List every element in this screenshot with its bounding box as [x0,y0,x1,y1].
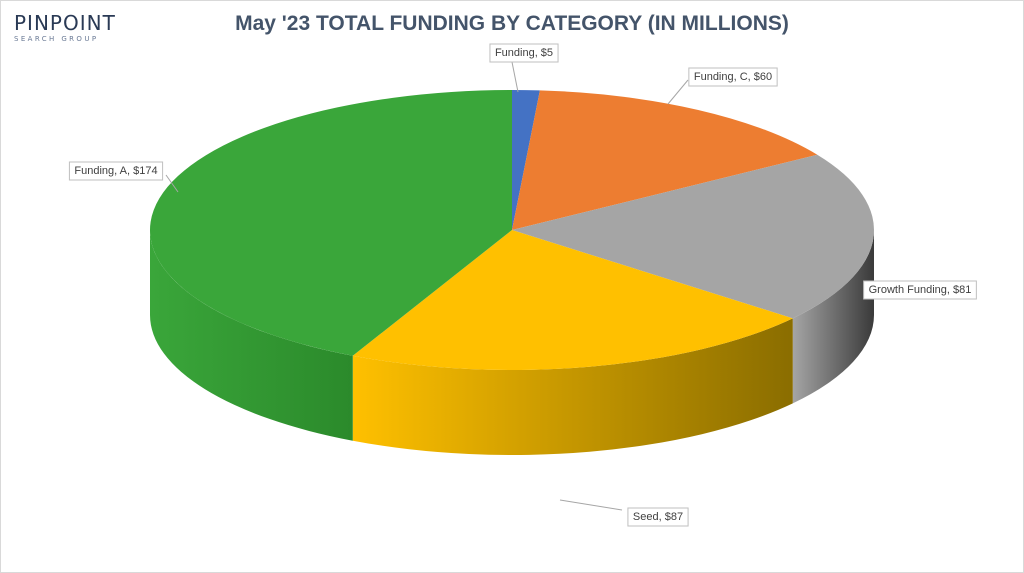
chart-title: May '23 TOTAL FUNDING BY CATEGORY (IN MI… [235,12,789,35]
data-label-box [489,43,559,63]
data-label: Seed, $87 [633,511,683,523]
pie-slice-funding-c [512,90,818,230]
pie-slice-growth-funding [512,154,875,319]
logo-main-text: PINPOINT [14,11,116,35]
leader-line [667,79,689,105]
pie-side-walls [150,230,874,455]
pie-side-funding-a [150,230,353,441]
logo-sub-text: SEARCH GROUP [14,35,99,43]
data-label: Funding, A, $174 [74,165,157,177]
pie-slice-funding-a [149,90,512,356]
pie-slices [149,90,875,371]
pie-side-seed [352,318,793,455]
data-labels: Funding, $5 Funding, C, $60 Growth Funding… [68,43,977,527]
data-label-box [627,507,689,527]
data-label-box [688,67,778,87]
leader-line [165,174,179,193]
pie-slice-seed [352,230,793,371]
leader-line [559,499,623,511]
pinpoint-logo: PINPOINT SEARCH GROUP [14,12,124,44]
leader-line [511,61,519,93]
data-label-box [863,280,977,300]
data-label-box [68,161,164,181]
pie-side-growth-funding [792,230,874,404]
data-label: Growth Funding, $81 [869,284,972,296]
pie-slice-funding [512,90,540,230]
data-label: Funding, $5 [495,47,553,59]
data-label: Funding, C, $60 [694,71,772,83]
